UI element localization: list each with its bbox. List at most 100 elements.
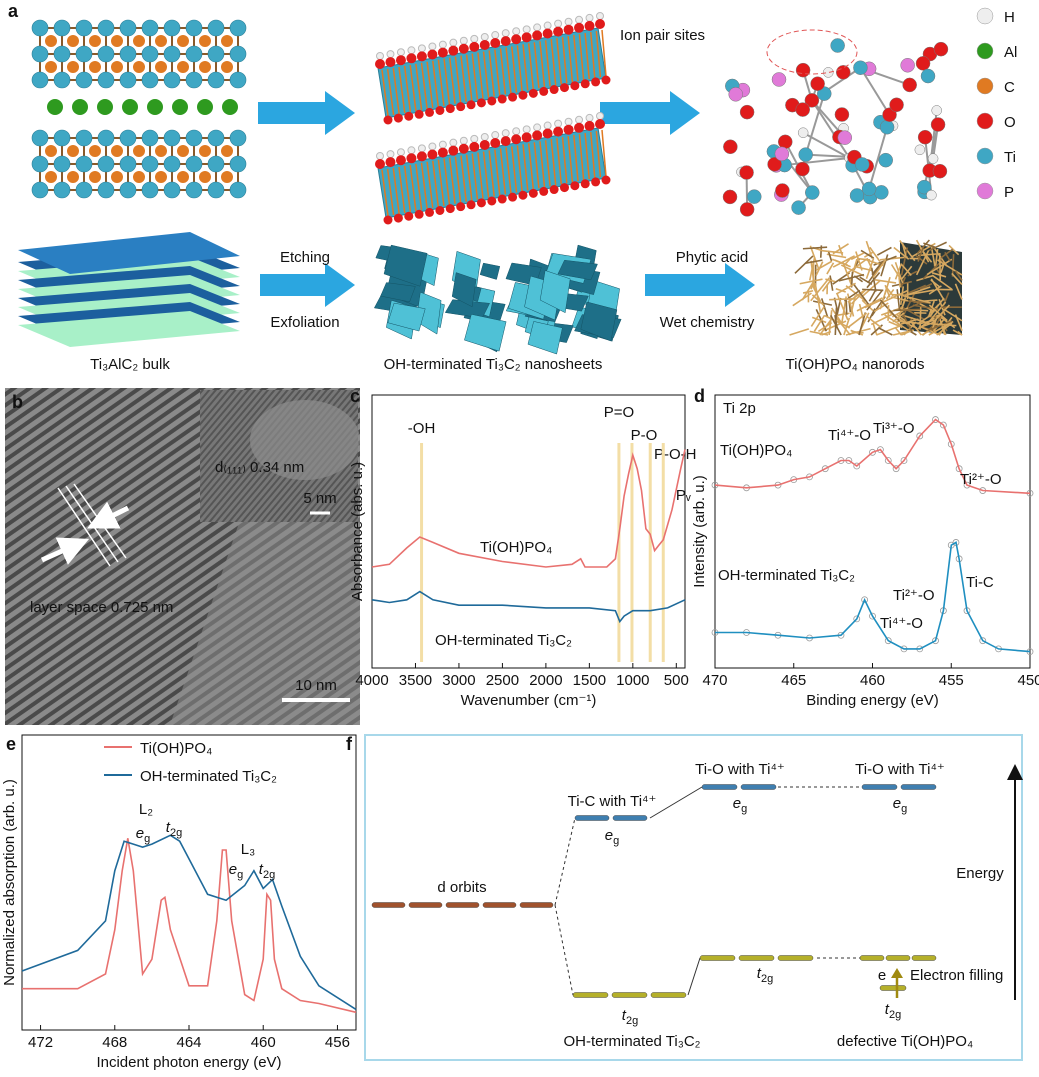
label-sub: g — [613, 835, 619, 847]
nanorod — [810, 277, 831, 302]
atom-c — [45, 35, 57, 47]
atom-h — [386, 150, 395, 159]
atom-ti — [141, 129, 159, 147]
atom-o — [395, 55, 406, 66]
atom-o — [591, 77, 601, 87]
atom-c — [111, 171, 123, 183]
subscript-label: t2g — [259, 861, 275, 881]
atom-c — [155, 35, 167, 47]
atom-o — [511, 34, 522, 45]
nanorod — [794, 255, 814, 274]
connector — [554, 817, 576, 906]
label-sub: g — [237, 869, 243, 881]
atom-o — [528, 188, 538, 198]
x-tick-label: 1500 — [573, 672, 606, 689]
bond — [454, 156, 462, 203]
nanorod — [928, 320, 954, 336]
legend-label: OH-terminated Ti₃C₂ — [140, 768, 277, 785]
bond — [556, 38, 563, 85]
legend-swatch — [976, 7, 994, 25]
atom-o — [563, 24, 574, 35]
atom-c — [221, 145, 233, 157]
nanorod — [938, 316, 953, 336]
atom-o — [580, 179, 590, 189]
nanorod — [937, 259, 963, 276]
nanorod — [855, 265, 873, 272]
scale-label: 10 nm — [295, 677, 337, 694]
x-tick-label: 470 — [702, 672, 727, 689]
atom-ti — [229, 45, 247, 63]
nanorod — [831, 307, 844, 326]
bond — [420, 162, 428, 209]
atom-ti — [119, 181, 137, 199]
bond — [510, 146, 518, 193]
atom-h — [585, 13, 594, 22]
atom-h — [376, 152, 384, 160]
tem-amorphous — [170, 470, 360, 725]
label-base: e — [893, 795, 901, 812]
bond — [802, 131, 850, 159]
atom-o — [406, 53, 417, 64]
diagram-label: d orbits — [437, 879, 486, 896]
nanosheet — [539, 270, 571, 314]
legend-swatch — [976, 112, 994, 130]
bond — [398, 66, 406, 114]
y-axis-label: Absorbance (abs. u.) — [349, 462, 366, 601]
bond — [584, 33, 590, 80]
atom-c — [177, 145, 189, 157]
atom-h — [554, 19, 563, 28]
atom-o — [508, 92, 518, 102]
atom-c — [133, 35, 145, 47]
atom-h — [376, 52, 384, 60]
tem-label: layer space 0.725 nm — [30, 599, 173, 616]
panel-letter: b — [12, 392, 23, 412]
data-point — [939, 421, 947, 429]
atom-ti — [185, 19, 203, 37]
atom-o — [393, 213, 403, 223]
legend-label: Ti — [1004, 149, 1016, 166]
label-base: t — [757, 965, 762, 982]
bond — [488, 150, 495, 197]
atom-ti — [207, 19, 225, 37]
nanorod — [908, 297, 935, 313]
atom — [777, 134, 793, 150]
bond — [522, 44, 529, 91]
atom-o — [601, 75, 611, 85]
atom-h — [575, 115, 584, 124]
atom-ti — [163, 71, 181, 89]
bond — [443, 58, 451, 105]
atom-ti — [75, 71, 93, 89]
bond — [550, 39, 557, 86]
layer-top — [18, 232, 240, 274]
nanorod — [944, 251, 951, 262]
nanorod — [931, 274, 953, 290]
legend-swatch — [976, 77, 994, 95]
atom-o — [542, 28, 553, 39]
x-axis-label: Wavenumber (cm⁻¹) — [461, 692, 597, 709]
process-arrow — [600, 91, 700, 135]
edge-label: L₃ — [241, 841, 255, 858]
data-point — [884, 637, 892, 645]
atom-al — [172, 99, 188, 115]
atom-o — [385, 57, 396, 68]
bond — [533, 142, 540, 189]
atom-ti — [31, 71, 49, 89]
process-arrow — [645, 263, 755, 307]
atom-c — [45, 145, 57, 157]
atom — [874, 185, 889, 200]
atom-h — [470, 34, 479, 43]
atom-o — [469, 41, 480, 52]
legend-label: P — [1004, 184, 1014, 201]
atom-ti — [119, 19, 137, 37]
atom — [805, 185, 820, 200]
atom-o — [574, 122, 585, 133]
atom-h — [522, 125, 531, 134]
bond — [494, 49, 501, 96]
x-tick-label: 4000 — [355, 672, 388, 689]
bond — [426, 161, 434, 208]
panel-letter: f — [346, 734, 353, 754]
legend-label: C — [1004, 79, 1015, 96]
atom-o — [570, 181, 580, 191]
nanorod — [929, 297, 945, 317]
nanorod — [879, 256, 908, 261]
